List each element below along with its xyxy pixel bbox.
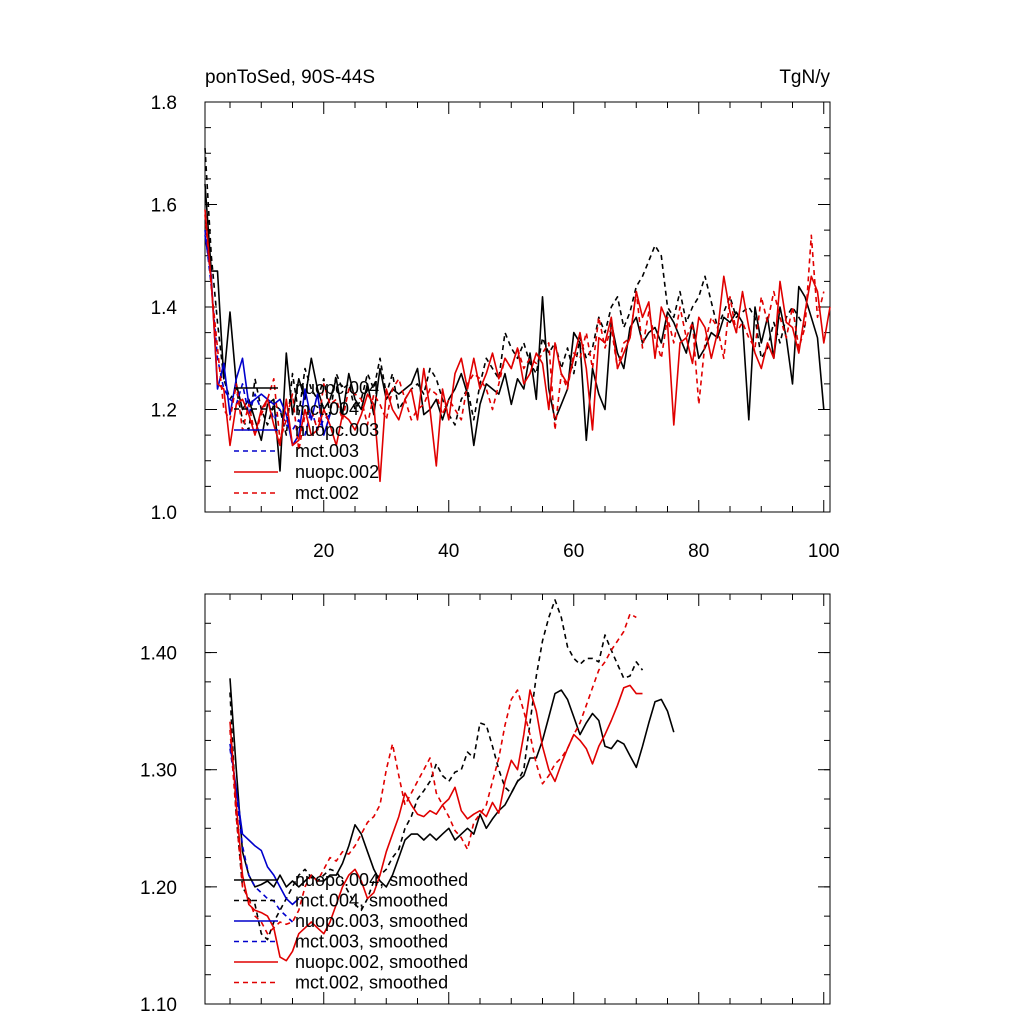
legend-label: nuopc.004, smoothed [295, 870, 468, 890]
x-tick-label: 100 [808, 541, 840, 562]
series-line-mct-002-smoothed [229, 613, 637, 935]
x-tick-label: 80 [688, 541, 709, 562]
y-tick-label: 1.8 [151, 93, 177, 114]
y-tick-label: 1.0 [151, 503, 177, 524]
y-tick-label: 1.10 [140, 995, 177, 1016]
series-line-mct-004 [204, 148, 806, 436]
legend-label: mct.003, smoothed [295, 932, 448, 952]
series-line-nuopc-003-smoothed [229, 743, 300, 906]
y-tick-label: 1.6 [151, 196, 177, 217]
legend-label: mct.004, smoothed [295, 891, 448, 911]
top-panel: ponToSed, 90S-44S TgN/y 20 40 60 80 100 1.0 1.… [151, 67, 840, 562]
x-tick-label: 60 [563, 541, 584, 562]
legend-label: nuopc.003 [295, 420, 379, 440]
series-line-nuopc-004-smoothed [229, 678, 675, 888]
y-tick-label: 1.4 [151, 298, 178, 319]
series-line-mct-002 [204, 214, 825, 452]
series-line-nuopc-002 [204, 209, 831, 483]
y-tick-label: 1.2 [151, 401, 177, 422]
legend-label: mct.002, smoothed [295, 973, 448, 993]
top-title-left: ponToSed, 90S-44S [205, 67, 375, 88]
x-tick-label: 20 [313, 541, 334, 562]
y-tick-label: 1.40 [140, 644, 177, 665]
legend-label: nuopc.004 [295, 378, 379, 398]
legend-label: nuopc.003, smoothed [295, 911, 468, 931]
series-line-nuopc-002-smoothed [229, 684, 643, 962]
legend-label: mct.004 [295, 399, 359, 419]
legend-label: nuopc.002 [295, 462, 379, 482]
legend-label: mct.003 [295, 441, 359, 461]
y-tick-label: 1.30 [140, 761, 177, 782]
legend-label: mct.002 [295, 483, 359, 503]
y-tick-label: 1.20 [140, 878, 177, 899]
x-tick-label: 40 [438, 541, 459, 562]
series-line-mct-004-smoothed [229, 599, 644, 941]
legend-label: nuopc.002, smoothed [295, 952, 468, 972]
top-title-right: TgN/y [779, 67, 830, 88]
